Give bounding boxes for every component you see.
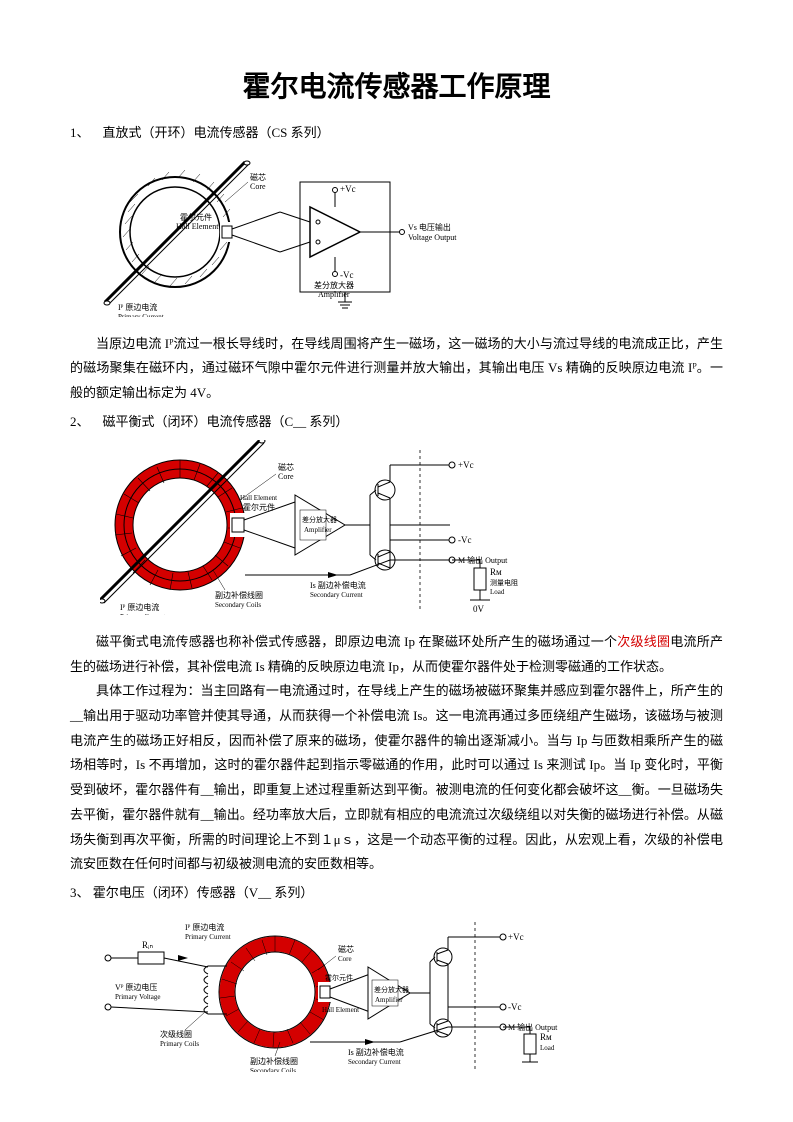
page-title: 霍尔电流传感器工作原理	[70, 60, 723, 113]
diagram-3: Iᴾ 原边电流 Primary Current Rᵢₙ Vᴾ 原边电压 Prim…	[100, 912, 723, 1081]
lbl2-core: 磁芯	[278, 462, 294, 472]
lbl-vout-en: Voltage Output	[408, 233, 457, 242]
lbl3-core-en: Core	[338, 955, 352, 963]
lbl3-amp-en: Amplifier	[375, 996, 403, 1004]
section-2-para-1: 磁平衡式电流传感器也称补偿式传感器，即原边电流 Ip 在聚磁环处所产生的磁场通过…	[70, 630, 723, 679]
lbl-hall: 霍尔元件	[180, 212, 212, 222]
lbl2-seccoil: 副边补偿线圈	[215, 590, 263, 600]
section-3-num: 3、	[70, 885, 90, 900]
lbl-amp-en: Amplifier	[318, 290, 350, 299]
lbl2-rm: Rᴍ	[490, 567, 502, 577]
lbl2-seccoil-en: Secondary Coils	[215, 601, 261, 609]
lbl2-hall-en: Hall Element	[240, 494, 277, 502]
section-3-heading: 3、 霍尔电压（闭环）传感器（V__ 系列）	[70, 881, 723, 906]
lbl-hall-en: Hall Element	[176, 222, 219, 231]
lbl3-pricoil-en: Primary Coils	[160, 1040, 199, 1048]
lbl3-vp-en: Primary Voltage	[115, 993, 160, 1001]
lbl-vout: Vs 电压输出	[408, 222, 451, 232]
lbl-core-en: Core	[250, 182, 266, 191]
lbl-vcpos: +Vc	[340, 184, 356, 194]
lbl2-primary-en: Primary Current	[120, 613, 166, 615]
section-1-title: 直放式（开环）电流传感器（CS 系列）	[103, 125, 330, 140]
section-1-heading: 1、 直放式（开环）电流传感器（CS 系列）	[70, 121, 723, 146]
lbl2-vcneg: -Vc	[458, 535, 472, 545]
section-2-para-2: 具体工作过程为：当主回路有一电流通过时，在导线上产生的磁场被磁环聚集并感应到霍尔…	[70, 679, 723, 877]
lbl2-sec-cur-en: Secondary Current	[310, 591, 363, 599]
lbl3-primary-en: Primary Current	[185, 933, 231, 941]
lbl2-primary: Iᴾ 原边电流	[120, 602, 159, 612]
section-2-red: 次级线圈	[617, 634, 670, 649]
lbl-primary: Iᴾ 原边电流	[118, 302, 157, 312]
lbl3-core: 磁芯	[338, 944, 354, 954]
section-1-para: 当原边电流 Iᴾ流过一根长导线时，在导线周围将产生一磁场，这一磁场的大小与流过导…	[70, 332, 723, 406]
lbl3-primary: Iᴾ 原边电流	[185, 922, 224, 932]
section-2-num: 2、	[70, 414, 90, 429]
lbl3-sec2: 副边补偿线圈	[250, 1056, 298, 1066]
diagram-1: 磁芯 Core 霍尔元件 Hall Element +Vc -Vc 差分放大器 …	[100, 152, 723, 326]
section-2-heading: 2、 磁平衡式（闭环）电流传感器（C__ 系列）	[70, 410, 723, 435]
lbl3-amp: 差分放大器	[374, 985, 409, 994]
diagram-2: 差分放大器 Amplifier 磁芯 Core 霍尔元件 Hall Elemen…	[100, 440, 723, 624]
lbl3-sec-cur: Is 副边补偿电流	[348, 1047, 404, 1057]
lbl3-sec2-en: Secondary Coils	[250, 1067, 296, 1072]
lbl2-amp: 差分放大器	[302, 515, 337, 524]
lbl3-rin: Rᵢₙ	[142, 940, 153, 950]
lbl2-amp-en: Amplifier	[304, 526, 332, 534]
lbl-core: 磁芯	[250, 172, 266, 182]
section-2-p1a: 磁平衡式电流传感器也称补偿式传感器，即原边电流 Ip 在聚磁环处所产生的磁场通过…	[96, 634, 617, 649]
section-3-title: 霍尔电压（闭环）传感器（V__ 系列）	[93, 885, 314, 900]
lbl2-rm-en: Load	[490, 588, 505, 596]
lbl2-sec-cur: Is 副边补偿电流	[310, 580, 366, 590]
lbl2-hall: 霍尔元件	[243, 502, 275, 512]
lbl2-vcpos: +Vc	[458, 460, 474, 470]
lbl3-sec-cur-en: Secondary Current	[348, 1058, 401, 1066]
lbl3-vp: Vᴾ 原边电压	[115, 982, 157, 992]
lbl-vcneg: -Vc	[340, 270, 354, 280]
section-1-num: 1、	[70, 125, 90, 140]
lbl2-rm-sub: 测量电阻	[490, 578, 518, 587]
lbl3-vcpos: +Vc	[508, 932, 524, 942]
lbl3-mout: M 输出 Output	[508, 1022, 558, 1032]
lbl3-pricoil: 次级线圈	[160, 1029, 192, 1039]
lbl-primary-en: Primary Current	[118, 313, 164, 317]
lbl3-rm-en: Load	[540, 1044, 555, 1052]
lbl2-zero: 0V	[473, 604, 485, 614]
lbl3-hall-en: Hall Element	[322, 1006, 359, 1014]
lbl2-mout: M 输出 Output	[458, 555, 508, 565]
section-2-title: 磁平衡式（闭环）电流传感器（C__ 系列）	[103, 414, 349, 429]
lbl3-vcneg: -Vc	[508, 1002, 522, 1012]
lbl-amp: 差分放大器	[314, 280, 354, 290]
lbl3-rm: Rᴍ	[540, 1032, 552, 1042]
lbl2-core-en: Core	[278, 472, 294, 481]
lbl3-hall: 霍尔元件	[325, 973, 353, 982]
